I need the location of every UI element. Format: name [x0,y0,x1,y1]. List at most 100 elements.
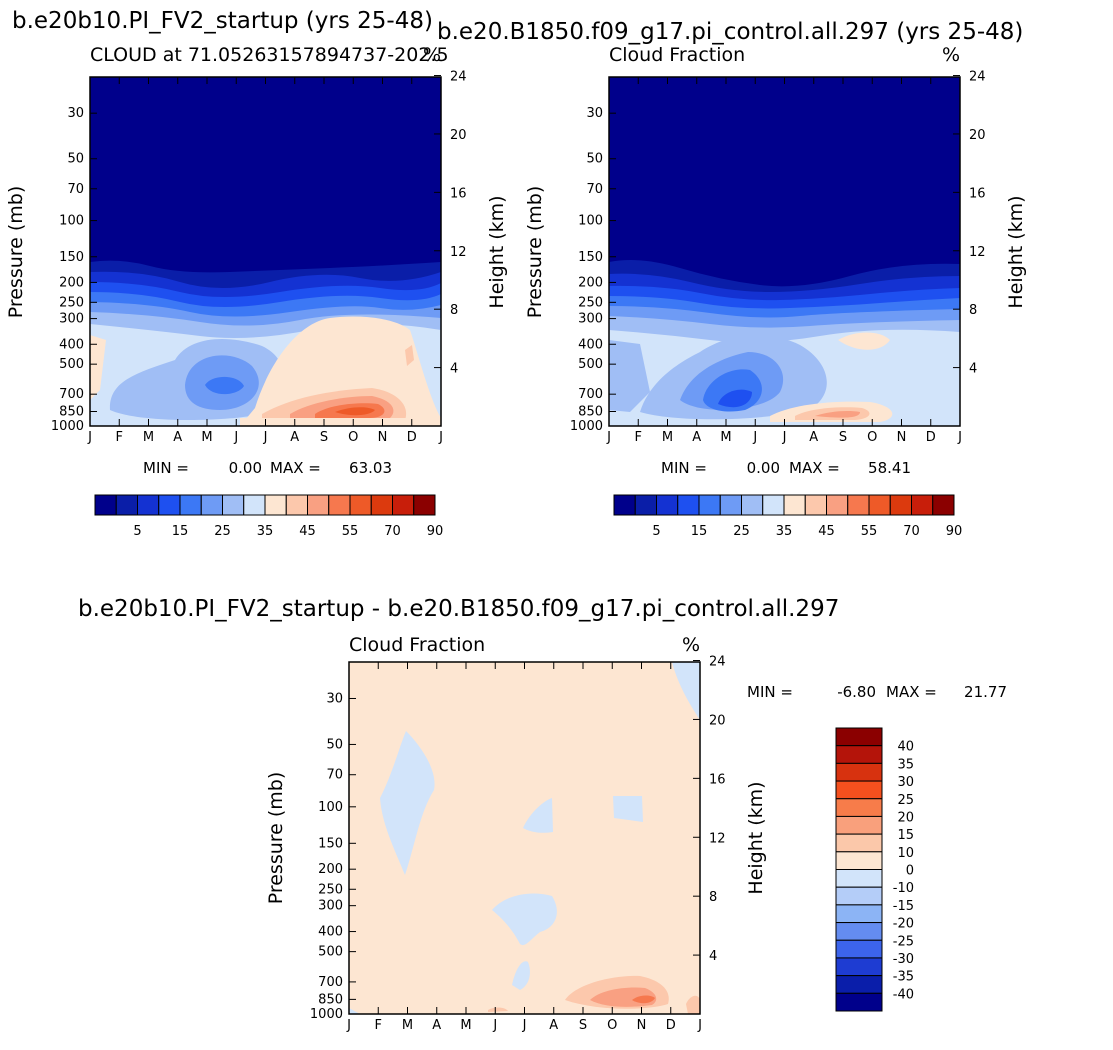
x-tick-label: J [697,1018,702,1033]
colorbar-swatch [741,494,764,516]
colorbar-swatch [835,798,883,817]
x-tick-label: J [263,430,268,445]
diff-colorbar: 40 35 30 25 20 15 10 0 -10 -15 -20 -25 -30 -35 -40 [835,727,914,1012]
left-panel-units: % [423,44,441,66]
colorbar-swatch [835,762,883,782]
left-colorbar: 5 15 25 35 45 55 70 90 [94,494,444,539]
colorbar-label: 55 [861,524,878,539]
x-tick-label: M [402,1018,413,1033]
diff-y2-axis-label: Height (km) [745,781,767,894]
colorbar-swatch [835,975,883,994]
colorbar-swatch [634,494,657,516]
colorbar-label: 0 [906,864,914,879]
colorbar-swatch [222,494,245,516]
colorbar-swatch [762,494,785,516]
left-min-value: 0.00 [229,459,262,477]
y2-tick-label: 4 [969,362,977,377]
diff-max-value: 21.77 [964,683,1007,701]
colorbar-label: 35 [897,757,914,772]
y-tick-label: 50 [326,737,343,752]
colorbar-swatch [783,494,806,516]
y-tick-label: 150 [59,250,84,265]
colorbar-swatch [307,494,330,516]
x-tick-label: J [87,430,92,445]
colorbar-label: 10 [897,846,914,861]
colorbar-swatch [826,494,849,516]
x-tick-label: M [720,430,731,445]
right-min-value: 0.00 [747,459,780,477]
colorbar-label: 40 [897,740,914,755]
y-tick-label: 1000 [570,419,603,434]
colorbar-swatch [264,494,287,516]
left-max-label: MAX = [270,459,321,477]
y-tick-label: 70 [586,182,603,197]
right-contour-field [609,77,960,426]
x-tick-label: A [173,430,182,445]
x-tick-label: F [116,430,123,445]
x-tick-label: M [460,1018,471,1033]
diff-panel: Cloud Fraction % J F M A M J J A S O N D J3050701001… [265,634,1007,1033]
colorbar-label: 70 [384,524,401,539]
colorbar-label: 5 [133,524,141,539]
colorbar-label: 45 [818,524,835,539]
y-tick-label: 300 [59,312,84,327]
y-tick-label: 200 [318,862,343,877]
diff-axis-ticks: J F M A M J J A S O N D J 30 50 70 100 150 200 250 300 400 500… [310,655,726,1033]
y-tick-label: 700 [318,975,343,990]
x-tick-label: D [666,1018,676,1033]
colorbar-swatch [137,494,160,516]
right-panel: Cloud Fraction % J F M A M J J A S O N D J 30 50 70 100 1… [524,44,1027,539]
y-tick-label: 500 [578,357,603,372]
x-tick-label: O [348,430,358,445]
y-tick-label: 70 [67,182,84,197]
y2-tick-label: 24 [709,655,726,670]
diff-y-axis-label: Pressure (mb) [265,772,287,905]
y-tick-label: 50 [67,152,84,167]
x-tick-label: S [579,1018,587,1033]
colorbar-swatch [115,494,138,516]
x-tick-label: A [290,430,299,445]
x-tick-label: S [320,430,328,445]
y-tick-label: 50 [586,152,603,167]
x-tick-label: J [438,430,443,445]
x-tick-label: J [752,430,757,445]
right-case-title: b.e20.B1850.f09_g17.pi_control.all.297 (… [437,19,1023,45]
y-tick-label: 250 [578,295,603,310]
x-tick-label: F [375,1018,382,1033]
colorbar-label: 35 [257,524,274,539]
colorbar-label: 5 [652,524,660,539]
colorbar-label: 90 [427,524,444,539]
colorbar-label: 90 [946,524,963,539]
colorbar-swatch [835,939,883,959]
left-axis-ticks: J F M A M J J A S O N D J 30 50 70 100 150 200 250 300 400 500… [51,70,467,445]
y-tick-label: 250 [59,295,84,310]
x-tick-label: J [492,1018,497,1033]
x-tick-label: J [522,1018,527,1033]
colorbar-swatch [835,780,883,800]
colorbar-label: 15 [172,524,189,539]
y-tick-label: 700 [578,387,603,402]
colorbar-swatch [835,869,883,888]
colorbar-label: 15 [897,828,914,843]
colorbar-swatch [835,957,883,977]
y-tick-label: 500 [59,357,84,372]
diff-min-label: MIN = [747,683,793,701]
colorbar-label: 15 [691,524,708,539]
x-tick-label: O [867,430,877,445]
x-tick-label: A [692,430,701,445]
y-tick-label: 100 [318,800,343,815]
y-tick-label: 300 [578,312,603,327]
x-tick-label: J [346,1018,351,1033]
x-tick-label: J [606,430,611,445]
y-tick-label: 70 [326,768,343,783]
colorbar-label: 25 [733,524,750,539]
colorbar-swatch [328,494,351,516]
y-tick-label: 1000 [310,1007,343,1022]
colorbar-label: 20 [897,810,914,825]
x-tick-label: O [607,1018,617,1033]
colorbar-swatch [719,494,742,516]
x-tick-label: A [432,1018,441,1033]
colorbar-label: 55 [342,524,359,539]
y-tick-label: 1000 [51,419,84,434]
